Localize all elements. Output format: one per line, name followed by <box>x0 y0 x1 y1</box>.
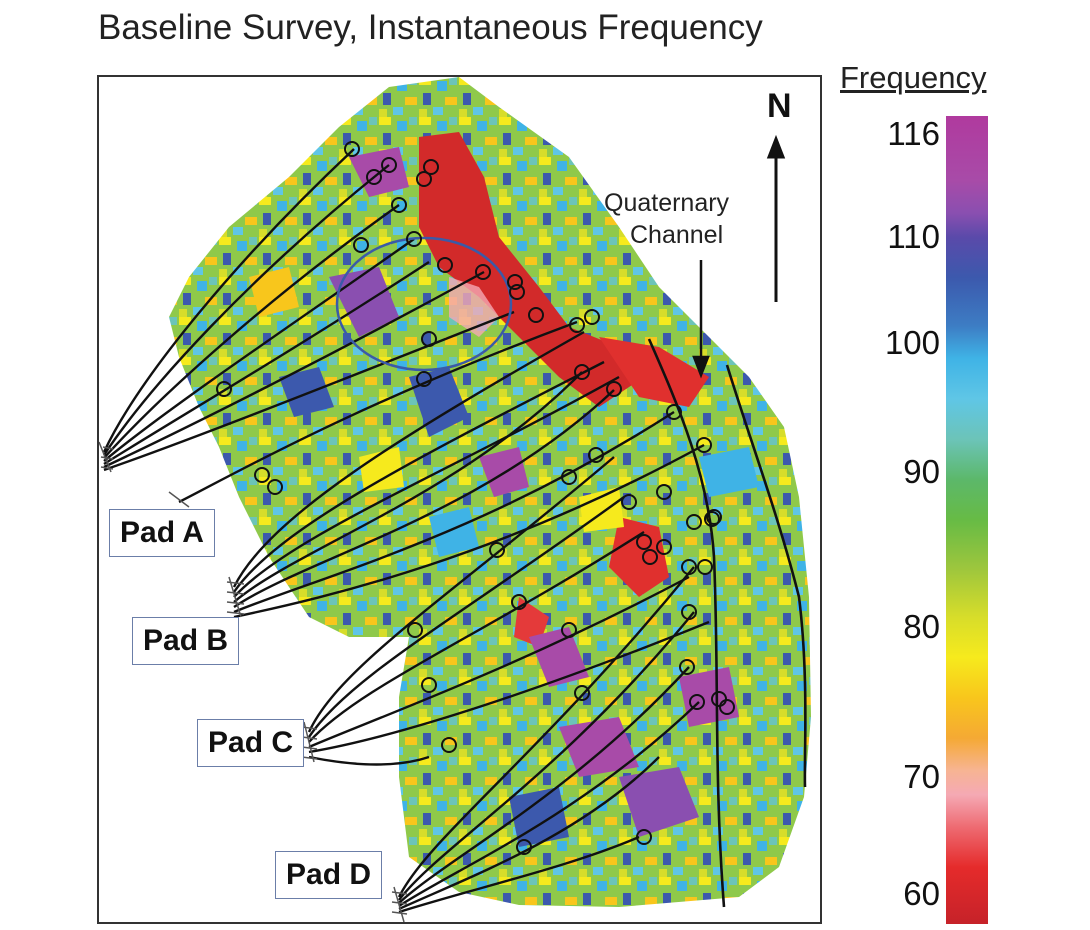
pad-a-wells <box>102 148 578 504</box>
pad-a-label: Pad A <box>109 509 215 557</box>
annotation-line-2: Channel <box>630 221 724 249</box>
annotation-line-1: Quaternary <box>604 189 730 217</box>
channel-pointer-arrow <box>692 260 710 379</box>
pad-b-label: Pad B <box>132 617 240 665</box>
legend-tick-80: 80 <box>903 608 940 645</box>
pad-d-label: Pad D <box>275 851 383 899</box>
pad-c-label: Pad C <box>197 719 305 767</box>
page-title: Baseline Survey, Instantaneous Frequency <box>98 8 763 47</box>
legend-tick-60: 60 <box>903 875 940 912</box>
map-canvas <box>99 77 811 922</box>
seismic-frequency-map: N Quaternary Channel Pad A Pad B Pad C P… <box>97 75 822 924</box>
frequency-colorbar <box>946 116 988 924</box>
wellhead-markers <box>99 441 408 922</box>
north-label: N <box>767 87 792 125</box>
legend-tick-100: 100 <box>884 324 940 361</box>
legend-tick-90: 90 <box>903 453 940 490</box>
legend-title: Frequency <box>840 60 987 95</box>
legend-tick-70: 70 <box>903 758 940 795</box>
pad-c-wells <box>307 456 710 766</box>
pad-d-wells <box>397 566 700 914</box>
quaternary-channel-label: Quaternary Channel <box>604 187 729 251</box>
legend-tick-110: 110 <box>887 218 940 255</box>
north-arrow-icon <box>766 134 786 302</box>
legend-tick-116: 116 <box>887 115 940 152</box>
quaternary-channel-lines <box>647 338 807 908</box>
highlight-ellipse <box>335 236 513 372</box>
well-markers <box>216 141 735 855</box>
pad-b-wells <box>232 330 705 619</box>
